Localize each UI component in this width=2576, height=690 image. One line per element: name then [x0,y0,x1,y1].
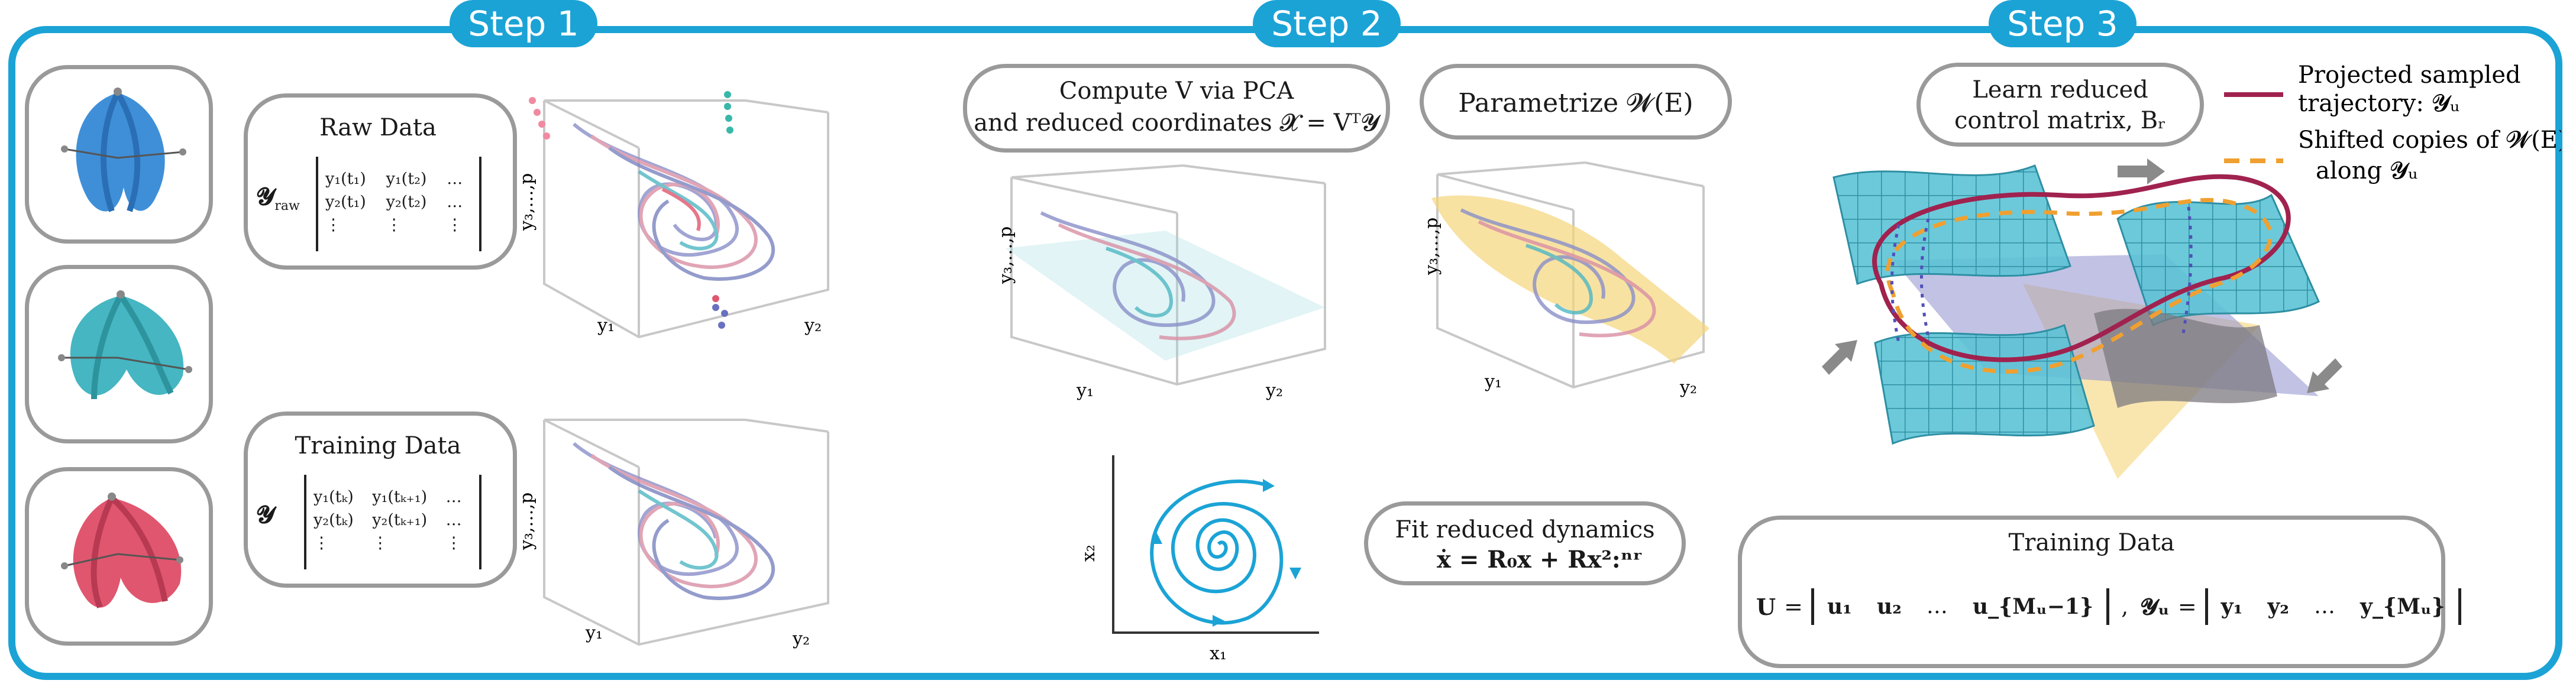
axis-label-y2: y₂ [804,315,822,336]
step-2-pill: Step 2 [1253,0,1401,47]
raw-trajectory-3d-plot: y₃,…,p y₁ y₂ [521,91,829,339]
axis-label-y3p-train: y₃,…,p [521,493,537,550]
shifted-manifolds-illustration [1822,158,2342,479]
trajectory-start-points [529,91,733,329]
pca-line-2: and reduced coordinates 𝓧 = Vᵀ𝓨 [974,109,1379,137]
legend-projected-line-2: trajectory: 𝓨ᵤ [2298,90,2459,117]
fit-dynamics-line-1: Fit reduced dynamics [1395,516,1655,543]
axis-label-y2-train: y₂ [792,629,810,649]
manifold-axis-y3p: y₃,…,p [1421,218,1442,276]
step3-training-data-box: Training Data U = u₁ u₂… u_{Mᵤ−1} , 𝓨ᵤ = y₁ y… [1738,516,2461,668]
axis-label-y3p: y₃,…,p [521,173,537,231]
training-data-matrix: y₁(tₖ) y₁(tₖ₊₁)… y₂(tₖ) y₂(tₖ₊₁)… ⋮ ⋮ ⋮ [304,475,481,569]
legend-shifted-line-2: along 𝓨ᵤ [2316,157,2417,184]
legend-projected-line-1: Projected sampled [2298,61,2521,89]
raw-data-title: Raw Data [319,114,437,141]
parametrize-box: Parametrize 𝓦(E) [1420,64,1732,140]
motion-arrow-icon [1822,158,2342,393]
axis-label-y1: y₁ [597,315,615,336]
manifold-axis-y1: y₁ [1484,371,1502,392]
learn-control-line-2: control matrix, Bᵣ [1954,107,2167,134]
manifold-3d-plot: y₃,…,p y₁ y₂ [1421,161,1709,398]
pca-axis-y2: y₂ [1265,380,1283,401]
pca-box: Compute V via PCA and reduced coordinate… [963,64,1390,153]
axis-label-y1-train: y₁ [585,623,603,643]
pca-projection-3d-plot: y₃,…,p y₁ y₂ [996,164,1326,401]
raw-data-box: Raw Data 𝓨raw y₁(t₁) y₁(t₂)… y₂(t₁) y₂(t₂)… [244,93,517,270]
robot-thumbnail-teal [25,265,213,443]
pca-axis-y1: y₁ [1076,380,1094,401]
spiral-axis-x2: x₂ [1078,545,1099,562]
legend-shifted-line-1: Shifted copies of 𝓦(E) [2298,127,2561,154]
manifold-axis-y2: y₂ [1679,377,1697,398]
spiral-phase-portrait: x₂ x₁ [1078,455,1319,664]
fit-dynamics-line-2: ẋ = R₀x + Rx²:ⁿʳ [1437,546,1643,574]
pca-line-1: Compute V via PCA [1059,77,1294,105]
robot-thumbnail-red [25,467,213,646]
u-matrix: u₁ u₂… u_{Mᵤ−1} [1811,588,2110,625]
spiral-axis-x1: x₁ [1210,643,1227,664]
fit-dynamics-box: Fit reduced dynamics ẋ = R₀x + Rx²:ⁿʳ [1364,501,1686,585]
outer-frame [8,26,2562,680]
learn-control-line-1: Learn reduced [1972,76,2148,103]
robot-thumbnail-blue [25,65,213,244]
step3-training-data-title: Training Data [2008,529,2175,556]
y-matrix: y₁ y₂… y_{Mᵤ} [2205,588,2461,625]
pca-axis-y3p: y₃,…,p [996,226,1016,284]
control-matrix-equation: U = u₁ u₂… u_{Mᵤ−1} , 𝓨ᵤ = y₁ y₂… y_{Mᵤ} [1756,562,2461,651]
training-data-variable: 𝓨 [256,501,275,529]
raw-data-matrix: y₁(t₁) y₁(t₂)… y₂(t₁) y₂(t₂)… ⋮ ⋮ ⋮ [316,157,481,251]
training-data-title: Training Data [295,432,461,459]
step-3-pill: Step 3 [1989,0,2137,47]
step3-legend: Projected sampled trajectory: 𝓨ᵤ Shifted… [2224,61,2561,184]
soft-robot-blue-icon [61,88,186,212]
training-data-box: Training Data 𝓨 y₁(tₖ) y₁(tₖ₊₁)… y₂(tₖ) y₂… [244,412,517,588]
parametrize-label: Parametrize 𝓦(E) [1458,88,1693,118]
learn-control-box: Learn reduced control matrix, Bᵣ [1916,63,2204,147]
soft-robot-red-icon [61,493,183,608]
training-trajectory-3d-plot: y₃,…,p y₁ y₂ [521,419,829,649]
soft-robot-teal-icon [58,290,192,400]
raw-data-variable: 𝓨raw [256,183,300,213]
step-1-pill: Step 1 [450,0,597,47]
